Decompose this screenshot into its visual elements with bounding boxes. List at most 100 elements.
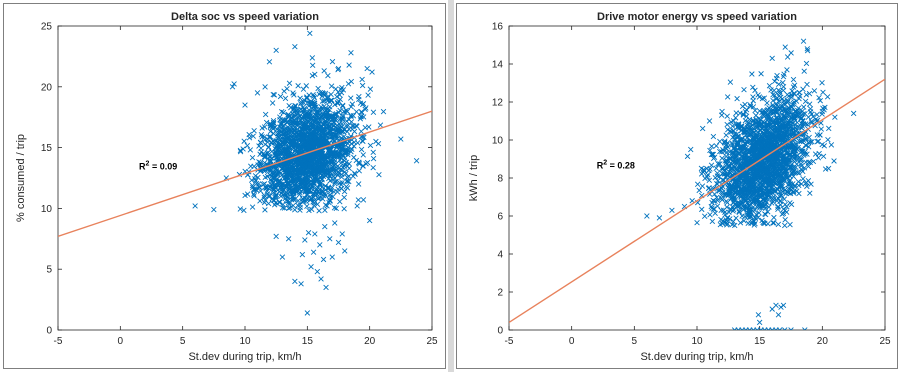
data-point	[807, 139, 814, 145]
data-point	[750, 84, 756, 91]
data-point	[295, 197, 301, 204]
data-point	[295, 120, 302, 126]
data-point	[274, 142, 280, 149]
data-point	[320, 112, 326, 119]
data-point	[717, 148, 723, 155]
data-point	[292, 43, 298, 50]
data-point	[348, 95, 354, 101]
data-point	[312, 71, 318, 78]
data-point	[309, 55, 316, 61]
data-point	[762, 142, 768, 149]
data-point	[338, 160, 344, 166]
data-point	[750, 104, 757, 110]
data-point	[342, 147, 348, 153]
data-point	[774, 115, 780, 121]
data-point	[719, 108, 725, 115]
data-point	[826, 125, 832, 132]
data-point	[259, 125, 265, 131]
data-point	[740, 112, 747, 118]
data-point	[247, 147, 254, 153]
data-point	[320, 121, 326, 128]
data-point	[729, 161, 735, 168]
data-point	[310, 91, 316, 98]
r-squared-annotation: R2 = 0.09	[139, 160, 177, 171]
data-point	[329, 254, 335, 260]
data-point	[774, 72, 780, 79]
data-point	[291, 141, 297, 148]
data-point	[349, 126, 356, 133]
data-point	[351, 139, 357, 145]
data-point	[753, 112, 759, 119]
data-point	[240, 146, 246, 152]
data-point	[780, 137, 786, 143]
y-tick-label: 20	[41, 82, 53, 93]
data-point	[358, 114, 364, 120]
data-point	[778, 94, 784, 100]
data-point	[738, 204, 744, 211]
data-point	[806, 134, 812, 141]
data-point	[765, 209, 771, 215]
data-point	[688, 146, 694, 153]
data-point	[777, 172, 784, 178]
data-point	[376, 171, 382, 178]
data-point	[315, 109, 322, 116]
data-point	[780, 123, 787, 129]
data-point	[260, 181, 266, 188]
data-point	[732, 155, 738, 161]
plot-area	[508, 25, 886, 331]
data-point	[302, 189, 309, 195]
data-point	[786, 112, 792, 118]
data-point	[763, 110, 769, 117]
data-point	[306, 207, 312, 214]
data-point	[771, 87, 777, 94]
x-axis-label: St.dev during trip, km/h	[640, 351, 753, 363]
data-point	[781, 196, 788, 202]
data-point	[324, 98, 331, 104]
data-point	[301, 121, 307, 127]
data-point	[742, 173, 748, 179]
data-point	[333, 112, 339, 118]
data-point	[728, 182, 735, 188]
data-point	[724, 121, 730, 128]
data-point	[747, 126, 753, 133]
data-point	[332, 124, 338, 131]
data-point	[721, 171, 727, 177]
data-point	[727, 216, 733, 222]
data-point	[289, 166, 295, 172]
data-point	[822, 104, 828, 111]
data-point	[311, 202, 317, 209]
data-point	[713, 165, 719, 171]
data-point	[251, 128, 257, 134]
data-point	[758, 71, 764, 77]
data-point	[644, 213, 650, 219]
data-point	[337, 125, 344, 132]
x-tick-label: 20	[364, 336, 376, 347]
data-point	[751, 198, 757, 205]
data-point	[791, 136, 798, 143]
data-point	[278, 162, 285, 168]
data-point	[743, 162, 749, 168]
data-point	[741, 218, 747, 224]
data-point	[773, 302, 779, 309]
data-point	[281, 205, 288, 211]
data-point	[359, 138, 366, 144]
data-point	[333, 205, 339, 212]
data-point	[261, 199, 268, 206]
data-point	[296, 128, 302, 134]
data-point	[796, 110, 802, 116]
data-point	[337, 198, 343, 205]
data-point	[804, 46, 811, 52]
data-point	[302, 124, 309, 130]
data-point	[270, 91, 276, 98]
data-point	[295, 83, 301, 89]
data-point	[314, 201, 321, 207]
data-point	[788, 163, 794, 170]
data-point	[789, 104, 795, 110]
data-point	[316, 181, 323, 187]
data-point	[850, 110, 857, 117]
y-tick-label: 10	[492, 136, 504, 147]
data-point	[708, 162, 715, 168]
data-point	[327, 173, 333, 179]
data-point	[723, 217, 730, 223]
data-point	[370, 109, 377, 115]
